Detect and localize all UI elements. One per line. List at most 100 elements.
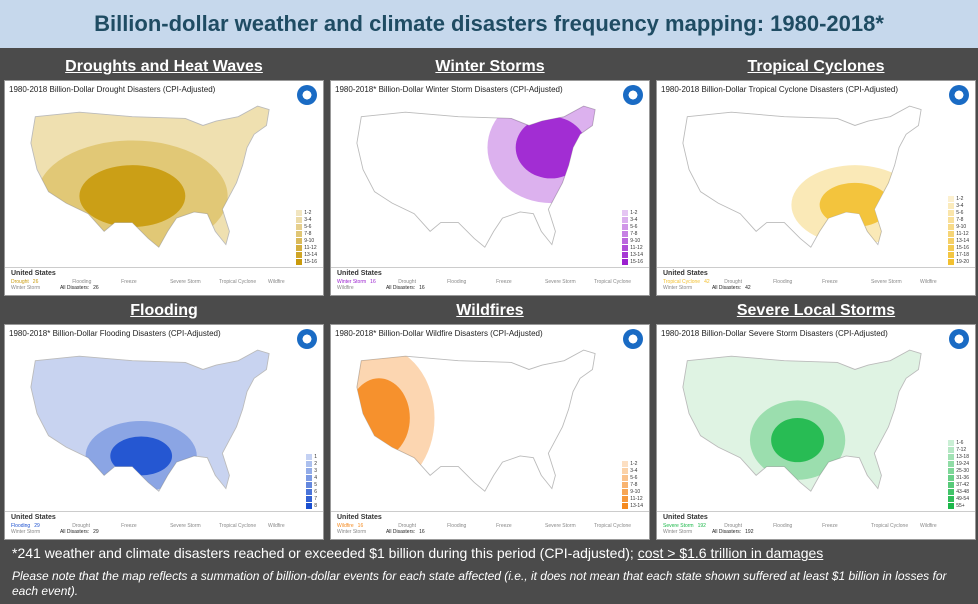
legend-swatch	[948, 439, 955, 446]
legend-swatch	[296, 237, 303, 244]
legend-swatch	[948, 244, 955, 251]
legend-entry: 11-12	[296, 244, 317, 251]
legend-swatch	[948, 453, 955, 460]
total-label: All Disasters:	[59, 529, 90, 535]
legend-swatch	[306, 474, 313, 481]
legend-entry: 3-4	[622, 216, 643, 223]
map-footer: United States Flooding 29 Drought Freeze Seve…	[5, 511, 323, 539]
type-list: Flooding 29 Drought Freeze Severe Storm Tropi…	[11, 523, 317, 535]
legend-entry: 43-48	[948, 488, 969, 495]
legend-label: 15-16	[304, 258, 317, 265]
hotspot	[85, 421, 197, 491]
legend-label: 13-18	[956, 453, 969, 460]
legend-swatch	[296, 258, 303, 265]
noaa-logo	[623, 85, 643, 105]
panel: Droughts and Heat Waves 1980-2018 Billion…	[4, 54, 324, 296]
type-list: Wildfire 16 Drought Flooding Freeze Severe St…	[337, 523, 643, 535]
legend-entry: 15-16	[296, 258, 317, 265]
legend-swatch	[948, 488, 955, 495]
legend-swatch	[622, 209, 629, 216]
panel: Severe Local Storms 1980-2018 Billion-Dol…	[656, 298, 976, 540]
legend-label: 5	[314, 481, 317, 488]
total-label: All Disasters:	[385, 285, 416, 291]
disaster-type: Severe Storm	[170, 523, 201, 529]
legend-entry: 5-6	[622, 474, 643, 481]
disaster-type: Freeze	[121, 523, 137, 529]
map-card: 1980-2018 Billion-Dollar Drought Disaste…	[4, 80, 324, 296]
legend-entry: 5-6	[948, 209, 969, 216]
legend-label: 9-10	[956, 223, 967, 230]
disaster-type: Flooding	[773, 279, 793, 285]
legend-swatch	[622, 460, 629, 467]
legend-label: 11-12	[956, 230, 969, 237]
legend-entry: 2	[306, 460, 317, 467]
highlight-count: 16	[370, 279, 376, 285]
legend-entry: 13-14	[948, 237, 969, 244]
legend-entry: 55+	[948, 502, 969, 509]
disaster-type: Tropical Cyclone	[871, 523, 909, 529]
hotspot	[37, 140, 228, 248]
noaa-logo	[297, 85, 317, 105]
type-list: Winter Storm 16 Drought Flooding Freeze Sever…	[337, 279, 643, 291]
highlight-count: 16	[357, 523, 364, 529]
disaster-type: Drought	[398, 523, 416, 529]
map-footer: United States Tropical Cyclone 42 Drought Fl…	[657, 267, 975, 295]
disaster-type: Flooding	[447, 279, 467, 285]
map-title: 1980-2018 Billion-Dollar Tropical Cyclon…	[661, 85, 898, 94]
legend-swatch	[296, 244, 303, 251]
hotspot-core	[110, 436, 173, 476]
legend-entry: 1-6	[948, 439, 969, 446]
legend-swatch	[948, 223, 955, 230]
us-shape	[356, 349, 596, 492]
note: Please note that the map reflects a summ…	[12, 569, 947, 598]
highlight: Winter Storm 16	[337, 279, 398, 285]
panel-heading: Tropical Cyclones	[747, 58, 885, 75]
panel: Wildfires 1980-2018* Billion-Dollar Wildf…	[330, 298, 650, 540]
legend-entry: 19-20	[948, 258, 969, 265]
legend-swatch	[948, 216, 955, 223]
total-label: All Disasters:	[711, 285, 742, 291]
legend-swatch	[622, 488, 629, 495]
disaster-type: Drought	[398, 279, 416, 285]
summary-link[interactable]: cost > $1.6 trillion in damages	[637, 545, 824, 561]
panel-heading: Severe Local Storms	[736, 302, 896, 319]
panel: Tropical Cyclones 1980-2018 Billion-Dolla…	[656, 54, 976, 296]
disaster-type: Severe Storm	[170, 279, 201, 285]
legend-entry: 13-18	[948, 453, 969, 460]
noaa-logo	[623, 329, 643, 349]
legend-label: 1	[314, 453, 317, 460]
total-label: All Disasters:	[59, 285, 90, 291]
legend-label: 9-10	[630, 488, 641, 495]
legend-swatch	[948, 209, 955, 216]
legend-swatch	[622, 481, 629, 488]
disaster-type: Flooding	[773, 523, 793, 529]
legend-swatch	[306, 481, 313, 488]
legend-swatch	[948, 460, 955, 467]
map-card: 1980-2018* Billion-Dollar Wildfire Disas…	[330, 324, 650, 540]
legend-entry: 1	[306, 453, 317, 460]
legend-label: 1-2	[956, 195, 964, 202]
legend-entry: 13-14	[622, 502, 643, 509]
disaster-type: Freeze	[121, 279, 137, 285]
legend-entry: 5	[306, 481, 317, 488]
legend-entry: 25-30	[948, 467, 969, 474]
legend-entry: 9-10	[622, 237, 643, 244]
legend-label: 8	[314, 502, 317, 509]
highlight-label: Tropical Cyclone	[663, 279, 701, 285]
total: All Disasters: 42	[712, 285, 773, 291]
disaster-type: Freeze	[822, 523, 838, 529]
legend-swatch	[948, 446, 955, 453]
legend-entry: 15-16	[622, 258, 643, 265]
total: All Disasters: 16	[386, 529, 447, 535]
legend-label: 4	[314, 474, 317, 481]
legend-swatch	[622, 237, 629, 244]
legend-swatch	[622, 244, 629, 251]
legend-entry: 5-6	[296, 223, 317, 230]
disaster-type: Wildfire	[268, 523, 285, 529]
legend-entry: 1-2	[622, 209, 643, 216]
map-footer: United States Winter Storm 16 Drought Floodi…	[331, 267, 649, 295]
legend-entry: 4	[306, 474, 317, 481]
legend-label: 3-4	[956, 202, 964, 209]
highlight-label: Drought	[11, 279, 29, 285]
